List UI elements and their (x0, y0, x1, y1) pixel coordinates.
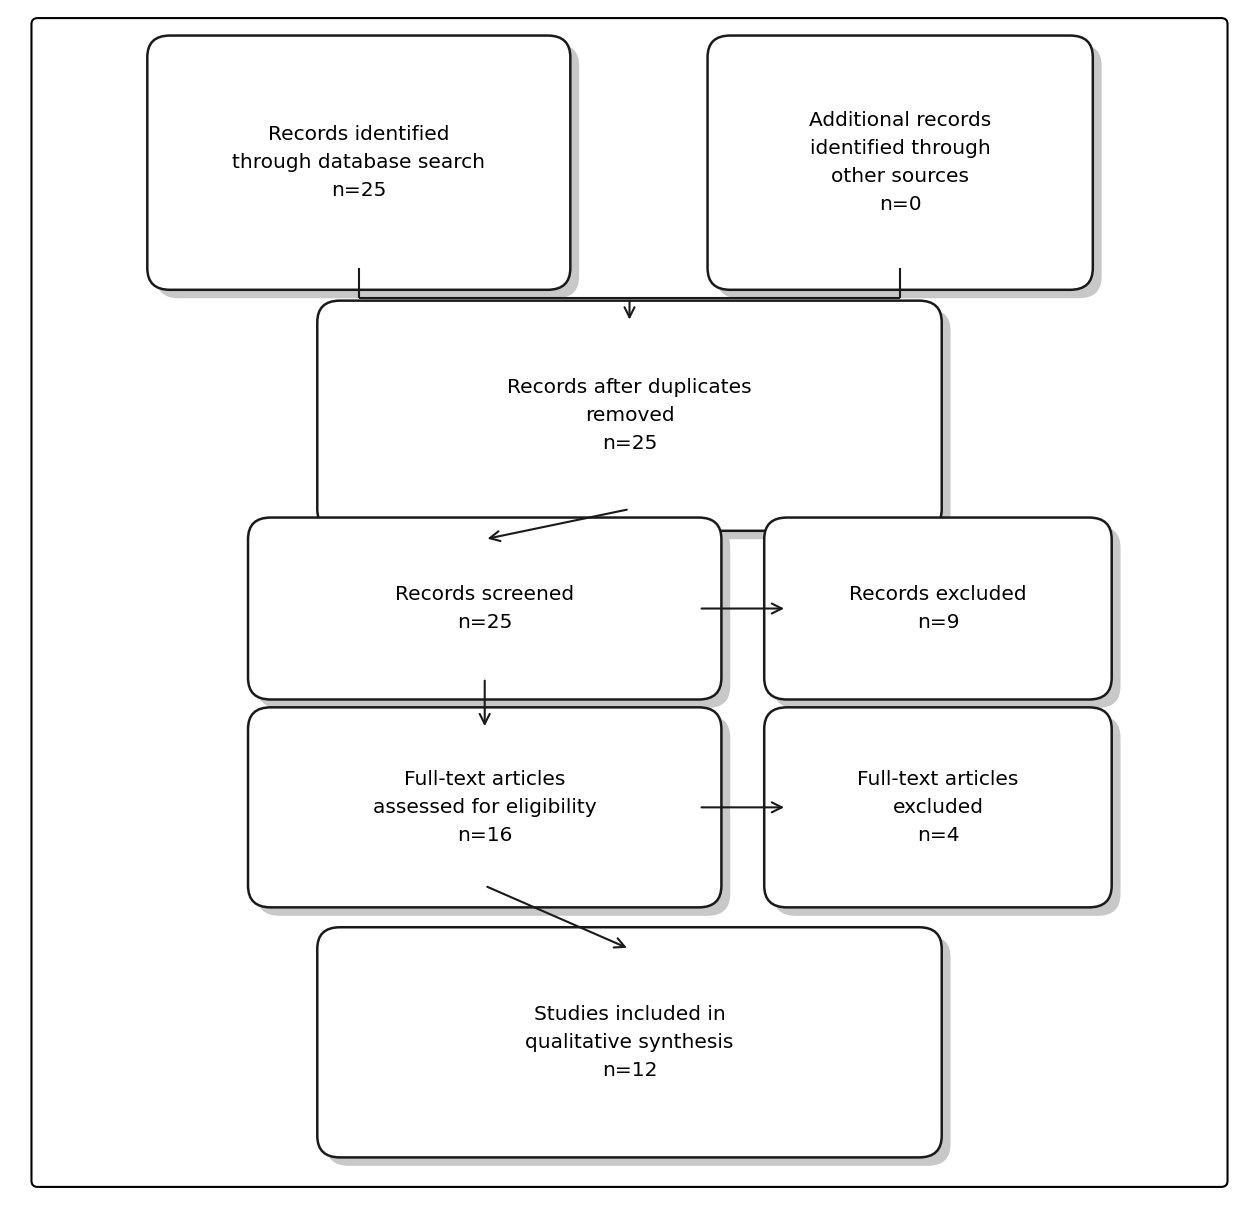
FancyBboxPatch shape (326, 935, 951, 1166)
Text: Studies included in
qualitative synthesis
n=12: Studies included in qualitative synthesi… (525, 1005, 734, 1080)
FancyBboxPatch shape (147, 36, 570, 290)
FancyBboxPatch shape (257, 525, 730, 709)
Text: Records identified
through database search
n=25: Records identified through database sear… (233, 125, 485, 200)
FancyBboxPatch shape (248, 518, 721, 699)
FancyBboxPatch shape (317, 301, 942, 530)
FancyBboxPatch shape (764, 707, 1112, 907)
FancyBboxPatch shape (764, 518, 1112, 699)
FancyBboxPatch shape (326, 308, 951, 540)
FancyBboxPatch shape (317, 928, 942, 1157)
Text: Records after duplicates
removed
n=25: Records after duplicates removed n=25 (507, 378, 752, 453)
Text: Records excluded
n=9: Records excluded n=9 (849, 584, 1027, 633)
FancyBboxPatch shape (257, 716, 730, 916)
Text: Additional records
identified through
other sources
n=0: Additional records identified through ot… (810, 111, 991, 214)
FancyBboxPatch shape (248, 707, 721, 907)
FancyBboxPatch shape (773, 525, 1121, 709)
Text: Records screened
n=25: Records screened n=25 (395, 584, 574, 633)
Text: Full-text articles
assessed for eligibility
n=16: Full-text articles assessed for eligibil… (373, 770, 597, 845)
FancyBboxPatch shape (708, 36, 1093, 290)
FancyBboxPatch shape (31, 18, 1228, 1187)
FancyBboxPatch shape (156, 45, 579, 299)
Text: Full-text articles
excluded
n=4: Full-text articles excluded n=4 (857, 770, 1019, 845)
FancyBboxPatch shape (716, 45, 1102, 299)
FancyBboxPatch shape (773, 716, 1121, 916)
